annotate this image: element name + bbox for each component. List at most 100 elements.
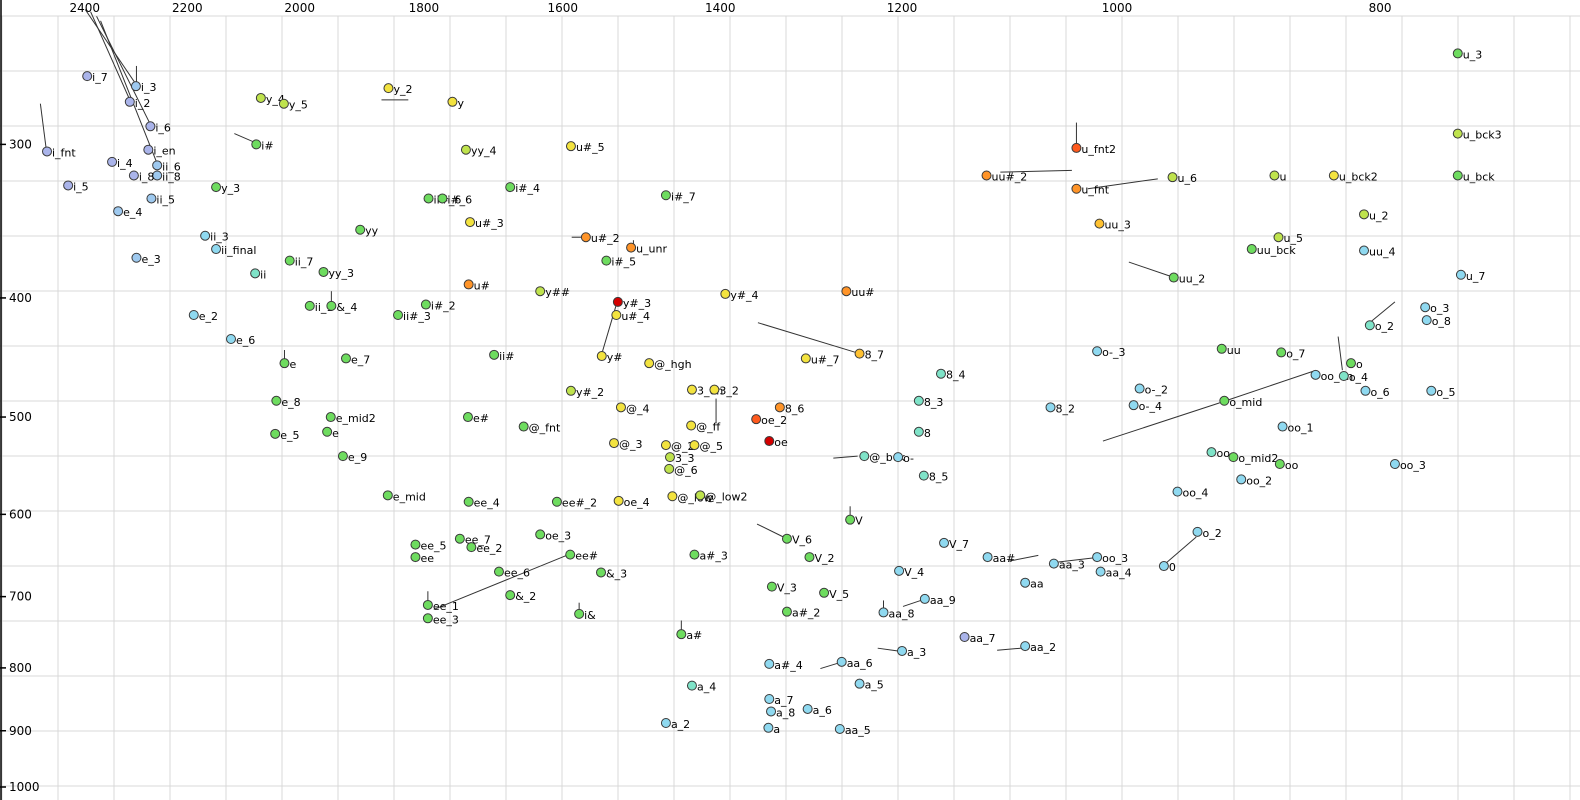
data-point xyxy=(763,722,774,733)
leader-line xyxy=(39,103,47,148)
data-point xyxy=(667,491,678,502)
data-point xyxy=(1192,526,1203,537)
point-label: ii_final xyxy=(221,244,256,257)
point-label: u_unr xyxy=(636,243,667,256)
data-point xyxy=(1206,447,1217,458)
data-point xyxy=(318,266,329,277)
data-point xyxy=(145,121,156,132)
point-label: e_6 xyxy=(236,334,255,347)
point-label: aa_7 xyxy=(970,632,996,645)
data-point xyxy=(130,81,141,92)
data-point xyxy=(601,255,612,266)
data-point xyxy=(423,193,434,204)
point-label: e_7 xyxy=(351,353,370,366)
point-label: u#_2 xyxy=(591,232,620,245)
data-point xyxy=(1389,459,1400,470)
x-tick-label: 1400 xyxy=(705,1,736,15)
data-point xyxy=(660,440,671,451)
data-point xyxy=(1158,561,1169,572)
point-label: a xyxy=(773,723,780,736)
data-point xyxy=(854,678,865,689)
point-label: o_8 xyxy=(1432,315,1451,328)
point-label: oo_1 xyxy=(1288,422,1314,435)
data-point xyxy=(535,529,546,540)
point-label: @_ff xyxy=(696,421,721,434)
data-point xyxy=(981,170,992,181)
data-point xyxy=(200,230,211,241)
data-point xyxy=(1269,170,1280,181)
point-label: 8_7 xyxy=(865,349,885,362)
leader-line xyxy=(833,455,858,459)
leader-line xyxy=(1128,261,1171,277)
point-label: ii# xyxy=(499,350,514,363)
leader-line xyxy=(820,662,839,670)
data-point xyxy=(893,452,904,463)
point-label: aa_3 xyxy=(1059,559,1085,572)
x-tick-label: 1000 xyxy=(1102,1,1133,15)
point-label: u_bck xyxy=(1463,170,1496,183)
point-label: @_6 xyxy=(674,464,698,477)
point-label: e xyxy=(332,427,339,440)
data-point xyxy=(420,299,431,310)
data-point xyxy=(612,296,623,307)
point-label: V_7 xyxy=(949,538,969,551)
data-point xyxy=(505,182,516,193)
x-tick-label: 2000 xyxy=(284,1,315,15)
point-label: e_9 xyxy=(348,451,367,464)
data-point xyxy=(720,288,731,299)
point-label: u#_3 xyxy=(475,217,504,230)
data-point xyxy=(781,533,792,544)
point-label: y#_2 xyxy=(576,386,604,399)
data-point xyxy=(1128,400,1139,411)
point-label: y_3 xyxy=(221,182,240,195)
point-label: i# xyxy=(261,139,273,152)
data-point xyxy=(466,542,477,553)
data-point xyxy=(596,351,607,362)
point-label: yy xyxy=(365,225,379,238)
point-label: ii_8 xyxy=(162,170,181,183)
point-label: ii_5 xyxy=(156,193,175,206)
leader-line xyxy=(756,523,784,538)
point-label: uu_bck xyxy=(1257,244,1296,257)
point-label: a# xyxy=(686,629,702,642)
point-label: i#_7 xyxy=(671,190,696,203)
point-label: @_4 xyxy=(626,402,650,415)
point-label: e_mid2 xyxy=(336,412,376,425)
point-label: y# xyxy=(607,351,623,364)
point-label: ee_5 xyxy=(420,540,446,553)
data-point xyxy=(1426,385,1437,396)
data-point xyxy=(410,539,421,550)
point-label: i_2 xyxy=(135,97,151,110)
data-point xyxy=(278,98,289,109)
data-point xyxy=(489,349,500,360)
y-tick-label: 600 xyxy=(9,507,32,521)
data-point xyxy=(766,581,777,592)
data-point xyxy=(1236,474,1247,485)
point-label: V xyxy=(855,515,863,528)
data-point xyxy=(113,206,124,217)
data-point xyxy=(764,436,775,447)
point-label: oo_3 xyxy=(1102,552,1128,565)
point-label: a_4 xyxy=(697,681,716,694)
data-point xyxy=(1092,552,1103,563)
point-label: a_3 xyxy=(907,646,926,659)
data-point xyxy=(250,268,261,279)
data-point xyxy=(1246,244,1257,255)
data-point xyxy=(535,286,546,297)
data-point xyxy=(1273,232,1284,243)
point-label: i_8 xyxy=(139,170,155,183)
data-point xyxy=(1071,183,1082,194)
point-label: o_mid2 xyxy=(1238,452,1278,465)
data-point xyxy=(845,514,856,525)
point-label: a#_3 xyxy=(699,550,727,563)
point-label: a_8 xyxy=(776,706,795,719)
data-point xyxy=(337,451,348,462)
data-point xyxy=(322,426,333,437)
data-point xyxy=(462,412,473,423)
data-point xyxy=(1359,245,1370,256)
data-point xyxy=(609,438,620,449)
data-point xyxy=(42,146,53,157)
point-label: ii_3 xyxy=(210,231,229,244)
leader-line xyxy=(757,322,856,353)
data-point xyxy=(422,613,433,624)
